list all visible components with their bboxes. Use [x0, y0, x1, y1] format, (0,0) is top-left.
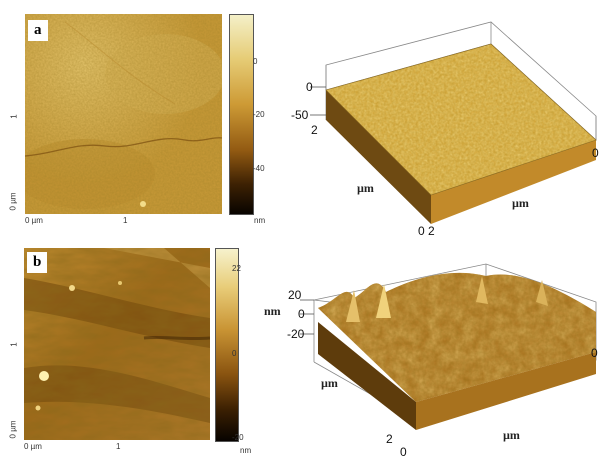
z-unit-b: nm [264, 304, 281, 318]
x-tick-a-right: 0 [592, 146, 599, 160]
y-tick-b-0: 0 µm [8, 420, 18, 439]
colorbar-b-unit: nm [240, 446, 252, 455]
x-tick-b-1: 1 [116, 442, 121, 451]
z-tick-b-2: -20 [287, 327, 305, 341]
z-tick-a-1: -50 [291, 108, 309, 122]
colorbar-a-tick-2: -40 [253, 164, 265, 173]
afm-3d-surface-b [300, 263, 597, 430]
y-tick-b-1: 1 [9, 342, 19, 347]
colorbar-b-tick-0: 22 [232, 264, 241, 273]
y-tick-a-1: 1 [9, 114, 19, 119]
y-tick-a-0: 0 µm [8, 192, 18, 211]
afm-height-map-b [24, 248, 210, 440]
colorbar-a-tick-0: 0 [253, 57, 258, 66]
axis-unit-b-left: µm [321, 376, 338, 390]
x-tick-a-0: 0 µm [25, 216, 43, 225]
afm-height-map-a [25, 14, 222, 214]
z-tick-a-0: 0 [306, 80, 313, 94]
corner-tick-a: 0 2 [418, 224, 435, 238]
colorbar-a-tick-1: -20 [253, 110, 265, 119]
x-tick-a-left: 2 [311, 123, 318, 137]
colorbar-b [215, 248, 239, 442]
x-tick-a-1: 1 [123, 216, 128, 225]
colorbar-b-tick-1: 0 [232, 349, 237, 358]
axis-unit-a-left: µm [357, 181, 374, 195]
z-tick-b-0: 20 [288, 288, 302, 302]
panel-label-b: b [27, 252, 48, 273]
afm-3d-surface-a [310, 21, 597, 224]
colorbar-a-unit: nm [254, 216, 266, 225]
colorbar-b-tick-2: -20 [232, 433, 244, 442]
colorbar-a [229, 14, 254, 215]
axis-unit-a-right: µm [512, 196, 529, 210]
x-tick-b-left: 2 [386, 432, 393, 446]
x-tick-b-0: 0 µm [24, 442, 42, 451]
x-tick-b-right: 0 [591, 346, 598, 360]
z-tick-b-1: 0 [298, 307, 305, 321]
corner-tick-b: 0 [400, 445, 407, 459]
panel-label-a: a [28, 20, 48, 41]
axis-unit-b-right: µm [503, 428, 520, 442]
